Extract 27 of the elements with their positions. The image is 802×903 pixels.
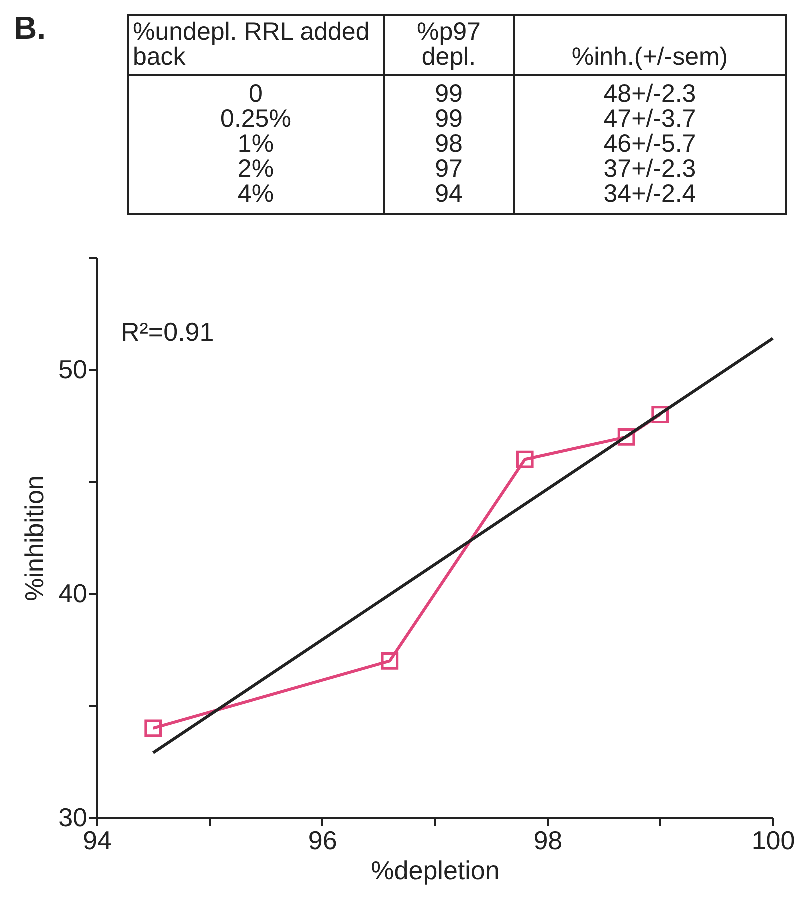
x-tick-label: 96 — [308, 826, 338, 856]
text: 94 — [384, 180, 514, 214]
text: 1% — [236, 130, 276, 158]
text: 48+/-2.3 — [514, 75, 786, 108]
x-tick-label: 98 — [534, 826, 563, 856]
text: 97 — [384, 155, 514, 183]
x-axis-title: %depletion — [371, 856, 500, 886]
text: 2% — [236, 155, 276, 183]
y-axis-title: %inhibition — [20, 476, 50, 602]
y-tick-label: 50 — [58, 354, 88, 384]
text: 47+/-3.7 — [514, 105, 786, 133]
x-tick-label: 100 — [752, 826, 796, 856]
chart-title: B. — [14, 10, 46, 47]
text: 34+/-2.4 — [514, 180, 786, 214]
annotation: R²=0.91 — [121, 317, 214, 347]
text: 37+/-2.3 — [514, 155, 786, 183]
text: %undepl. RRL added back — [128, 15, 384, 75]
text: 99 — [384, 75, 514, 108]
text: %inh.(+/-sem) — [514, 15, 786, 75]
text: 99 — [384, 105, 514, 133]
text: 98 — [384, 130, 514, 158]
text: 0 — [248, 79, 264, 108]
text: 0.25% — [220, 105, 292, 133]
y-tick-label: 40 — [58, 578, 88, 608]
text: 4% — [236, 180, 276, 210]
text: %p97 depl. — [384, 15, 514, 75]
text: 46+/-5.7 — [514, 130, 786, 158]
